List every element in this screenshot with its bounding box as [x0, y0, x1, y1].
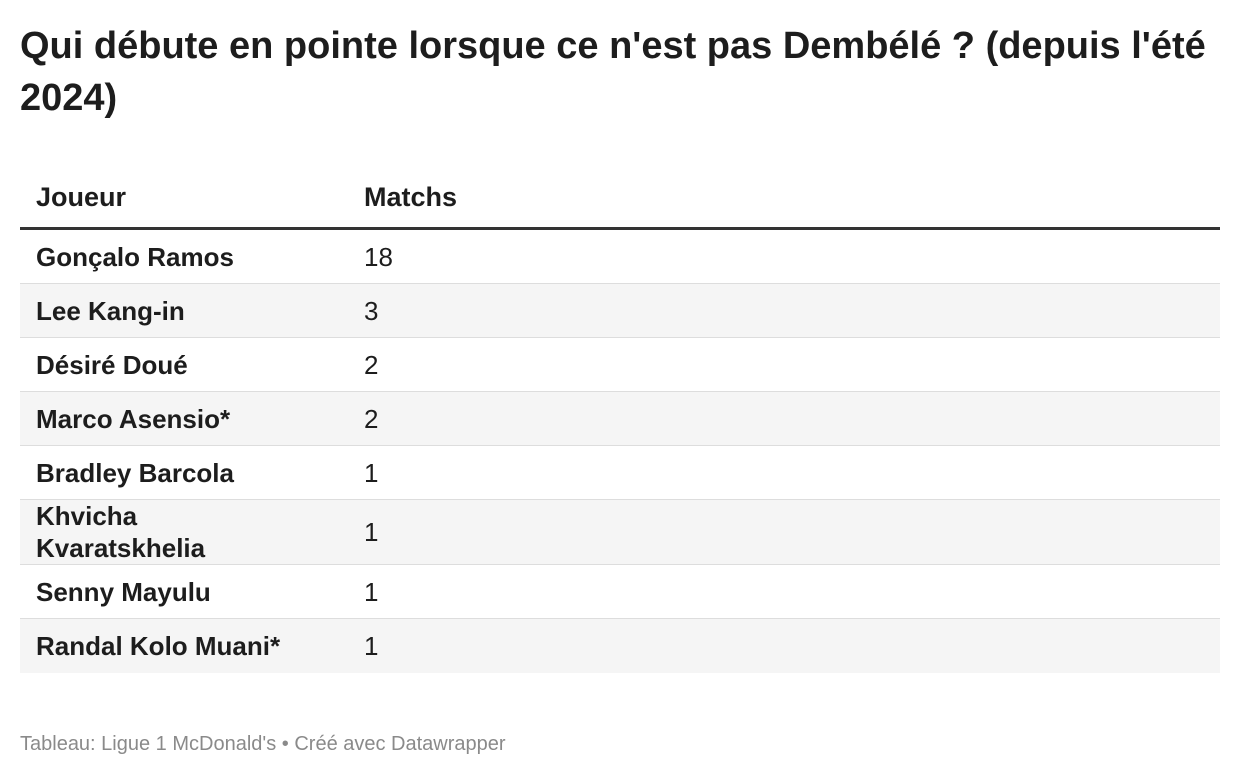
table-body: Gonçalo Ramos 18 Lee Kang-in 3 Désiré Doué 2 M…: [20, 230, 1220, 673]
chart-title: Qui débute en pointe lorsque ce n'est pa…: [20, 25, 1206, 119]
table-row: Gonçalo Ramos 18: [20, 230, 1220, 284]
credit-link[interactable]: Créé avec Datawrapper: [294, 733, 506, 755]
cell-match-count: 2: [364, 349, 379, 380]
column-header-matches[interactable]: Matchs: [364, 182, 458, 212]
cell-match-count: 1: [364, 457, 379, 488]
cell-player-name: Désiré Doué: [36, 349, 188, 380]
table-row: Désiré Doué 2: [20, 338, 1220, 392]
table-row: Senny Mayulu 1: [20, 565, 1220, 619]
table-row: Lee Kang-in 3: [20, 284, 1220, 338]
cell-match-count: 18: [364, 241, 393, 272]
footer-separator: •: [281, 733, 289, 755]
cell-player-name: Lee Kang-in: [36, 295, 185, 326]
cell-match-count: 1: [364, 576, 379, 607]
cell-match-count: 3: [364, 295, 379, 326]
cell-player-name: Marco Asensio*: [36, 403, 231, 434]
source-note: Tableau: Ligue 1 McDonald's: [20, 733, 277, 755]
cell-player-name: Bradley Barcola: [36, 457, 234, 488]
column-header-player[interactable]: Joueur: [36, 182, 127, 212]
cell-player-name: Randal Kolo Muani*: [36, 631, 281, 661]
table-row: Khvicha Kvaratskhelia 1: [20, 500, 1220, 565]
cell-player-name: Khvicha Kvaratskhelia: [36, 501, 206, 563]
table-row: Bradley Barcola 1: [20, 446, 1220, 500]
data-table: Joueur Matchs Gonçalo Ramos 18 Lee Kang-in…: [20, 168, 1220, 673]
cell-match-count: 1: [364, 517, 379, 547]
cell-match-count: 2: [364, 403, 379, 434]
table-row: Marco Asensio* 2: [20, 392, 1220, 446]
table-row: Randal Kolo Muani* 1: [20, 619, 1220, 673]
chart-footer: Tableau: Ligue 1 McDonald's • Créé avec …: [20, 733, 506, 756]
cell-player-name: Senny Mayulu: [36, 576, 211, 607]
cell-player-name: Gonçalo Ramos: [36, 241, 234, 272]
cell-match-count: 1: [364, 631, 379, 661]
table-header: Joueur Matchs: [20, 168, 1220, 230]
